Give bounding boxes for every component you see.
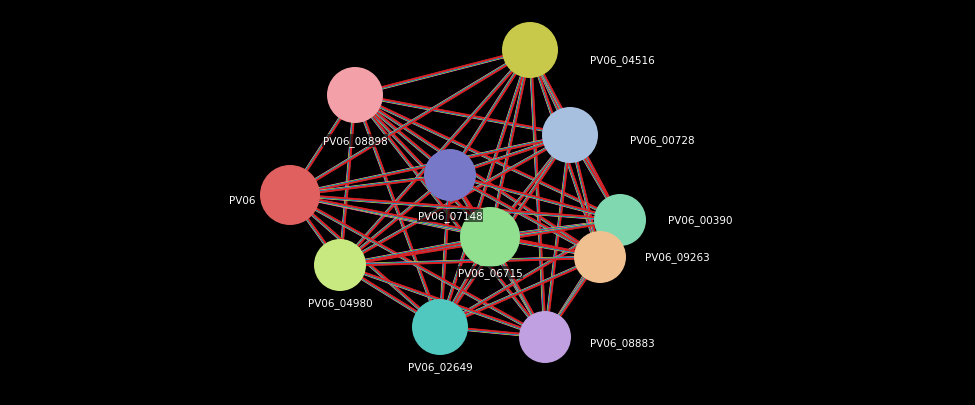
- Text: PV06_08898: PV06_08898: [323, 136, 387, 147]
- Circle shape: [314, 239, 366, 291]
- Text: PV06_00728: PV06_00728: [630, 135, 694, 146]
- Circle shape: [460, 207, 520, 267]
- Text: PV06_07148: PV06_07148: [417, 211, 483, 222]
- Circle shape: [542, 108, 598, 164]
- Text: PV06_04980: PV06_04980: [308, 297, 372, 308]
- Text: PV06_08883: PV06_08883: [590, 338, 655, 349]
- Text: PV06_04516: PV06_04516: [590, 55, 655, 66]
- Circle shape: [574, 231, 626, 284]
- Text: PV06: PV06: [228, 196, 255, 205]
- Circle shape: [327, 68, 383, 124]
- Circle shape: [260, 166, 320, 226]
- Text: PV06_09263: PV06_09263: [645, 252, 710, 263]
- Text: PV06_02649: PV06_02649: [408, 361, 472, 372]
- Circle shape: [424, 149, 476, 202]
- Circle shape: [502, 23, 558, 79]
- Circle shape: [519, 311, 571, 363]
- Text: PV06_00390: PV06_00390: [668, 215, 732, 226]
- Text: PV06_06715: PV06_06715: [457, 267, 523, 278]
- Circle shape: [412, 299, 468, 355]
- Circle shape: [594, 194, 646, 246]
